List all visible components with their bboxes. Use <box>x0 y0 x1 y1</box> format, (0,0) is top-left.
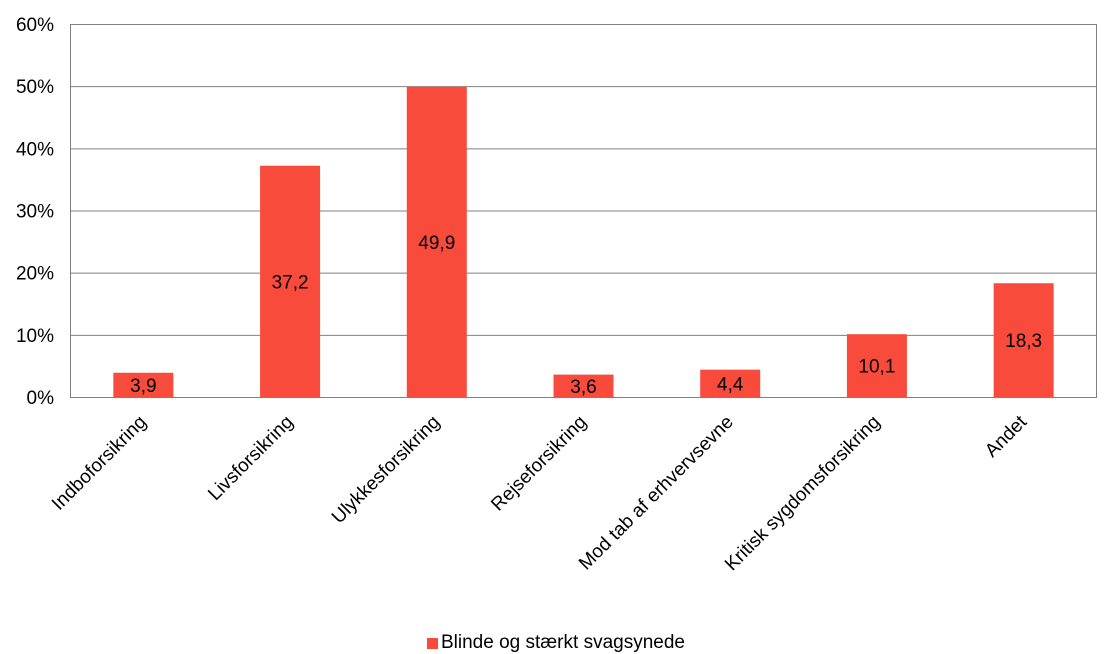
y-tick-label: 60% <box>16 15 54 36</box>
category-label: Livsforsikring <box>204 412 297 505</box>
gridlines <box>70 24 1097 398</box>
category-label: Andet <box>981 411 1031 461</box>
data-label: 18,3 <box>1005 331 1042 352</box>
legend: Blinde og stærkt svagsynede <box>427 632 685 653</box>
y-tick-label: 10% <box>16 326 54 347</box>
category-label: Indboforsikring <box>48 412 151 515</box>
y-tick-label: 40% <box>16 139 54 160</box>
data-label: 49,9 <box>418 233 455 254</box>
data-labels: 3,9 37,2 49,9 3,6 4,4 10,1 18,3 <box>130 233 1042 398</box>
legend-label: Blinde og stærkt svagsynede <box>441 632 685 653</box>
y-tick-label: 20% <box>16 264 54 285</box>
y-tick-label: 30% <box>16 202 54 223</box>
x-axis-category-labels: Indboforsikring Livsforsikring Ulykkesfors… <box>48 411 1032 575</box>
bar <box>846 334 907 397</box>
bar <box>553 374 614 397</box>
bar <box>260 165 321 397</box>
y-axis-tick-labels: 0% 10% 20% 30% 40% 50% 60% <box>16 15 54 409</box>
legend-swatch <box>427 638 438 649</box>
category-label: Ulykkesforsikring <box>328 412 444 528</box>
data-label: 4,4 <box>717 374 744 395</box>
bar <box>406 86 467 397</box>
y-tick-label: 0% <box>27 388 55 409</box>
bar <box>700 369 761 397</box>
y-tick-label: 50% <box>16 77 54 98</box>
bars <box>113 86 1054 397</box>
bar <box>113 372 174 397</box>
data-label: 3,6 <box>570 377 596 398</box>
category-label: Mod tab af erhvervsevne <box>575 412 738 575</box>
category-label: Kritisk sygdomsforsikring <box>721 412 884 575</box>
data-label: 37,2 <box>272 272 309 293</box>
category-label: Rejseforsikring <box>487 412 591 516</box>
data-label: 10,1 <box>858 357 895 378</box>
data-label: 3,9 <box>130 376 156 397</box>
bar <box>993 283 1054 397</box>
